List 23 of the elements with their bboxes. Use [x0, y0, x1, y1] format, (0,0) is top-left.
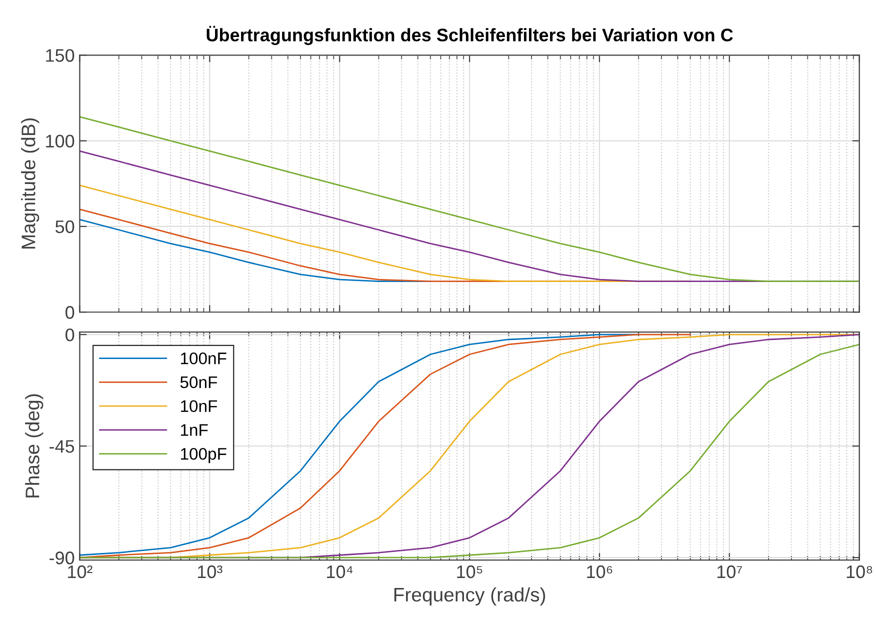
x-axis-title: Frequency (rad/s)	[394, 587, 546, 606]
x-tick-label: 10⁸	[846, 565, 872, 578]
x-tick-label: 10⁴	[327, 565, 353, 578]
x-tick-label: 10³	[198, 565, 222, 578]
legend-label: 10nF	[180, 400, 218, 412]
y-tick-label: 0	[66, 306, 74, 319]
y-tick-label: 0	[66, 328, 74, 342]
x-tick-label: 10²	[68, 565, 92, 578]
x-tick-label: 10⁵	[457, 565, 482, 578]
y-tick-label: 150	[46, 49, 74, 62]
legend-label: 100nF	[180, 352, 226, 364]
x-tick-label: 10⁷	[717, 565, 742, 578]
x-tick-label: 10⁶	[587, 565, 612, 578]
y-tick-label: -90	[50, 552, 74, 564]
y-axis-title: Phase (deg)	[25, 394, 44, 498]
legend-label: 1nF	[180, 424, 208, 436]
y-tick-label: 50	[55, 220, 74, 234]
legend-label: 50nF	[180, 376, 218, 388]
y-tick-label: -45	[50, 440, 74, 453]
chart-title: Übertragungsfunktion des Schleifenfilters bei Variation von C	[206, 26, 733, 46]
y-tick-label: 100	[46, 134, 74, 148]
legend-label: 100pF	[180, 448, 226, 464]
y-axis-title: Magnitude (dB)	[21, 118, 40, 248]
